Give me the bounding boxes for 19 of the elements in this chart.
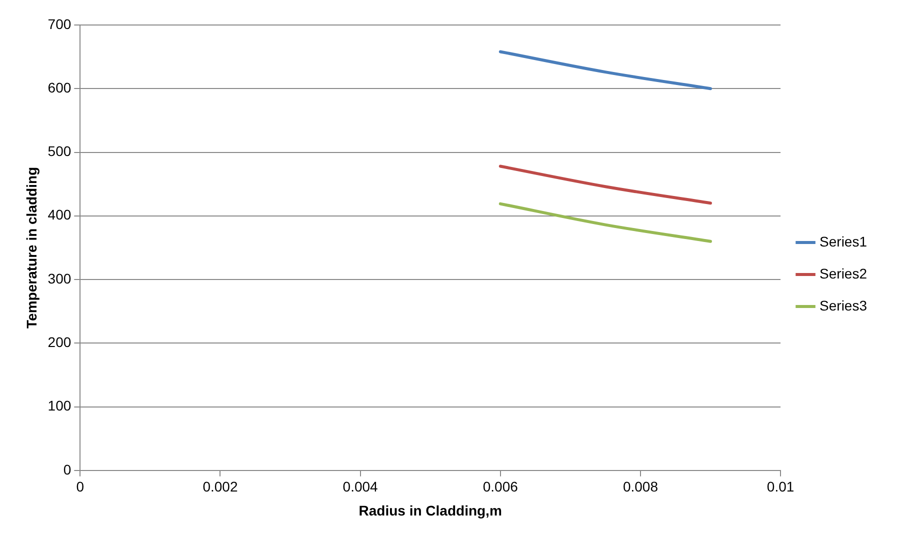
y-axis-title: Temperature in cladding: [23, 166, 40, 328]
legend-label: Series1: [820, 233, 868, 250]
y-tick-label: 600: [48, 79, 72, 96]
x-tick-label: 0.008: [622, 478, 658, 495]
x-axis-title: Radius in Cladding,m: [358, 502, 502, 518]
y-tick-label: 0: [63, 461, 72, 478]
y-tick-label: 700: [48, 16, 72, 32]
x-tick-label: 0.004: [342, 478, 378, 495]
y-tick-label: 200: [48, 334, 72, 350]
x-tick-label: 0.002: [202, 478, 238, 495]
y-tick-label: 300: [48, 270, 72, 286]
y-tick-label: 500: [48, 143, 72, 160]
legend-label: Series3: [820, 297, 868, 314]
y-tick-label: 400: [48, 206, 72, 223]
legend-label: Series2: [820, 265, 868, 282]
x-tick-label: 0: [76, 478, 84, 495]
x-tick-label: 0.006: [482, 478, 518, 495]
x-tick-label: 0.01: [766, 478, 794, 495]
y-tick-label: 100: [48, 398, 72, 414]
